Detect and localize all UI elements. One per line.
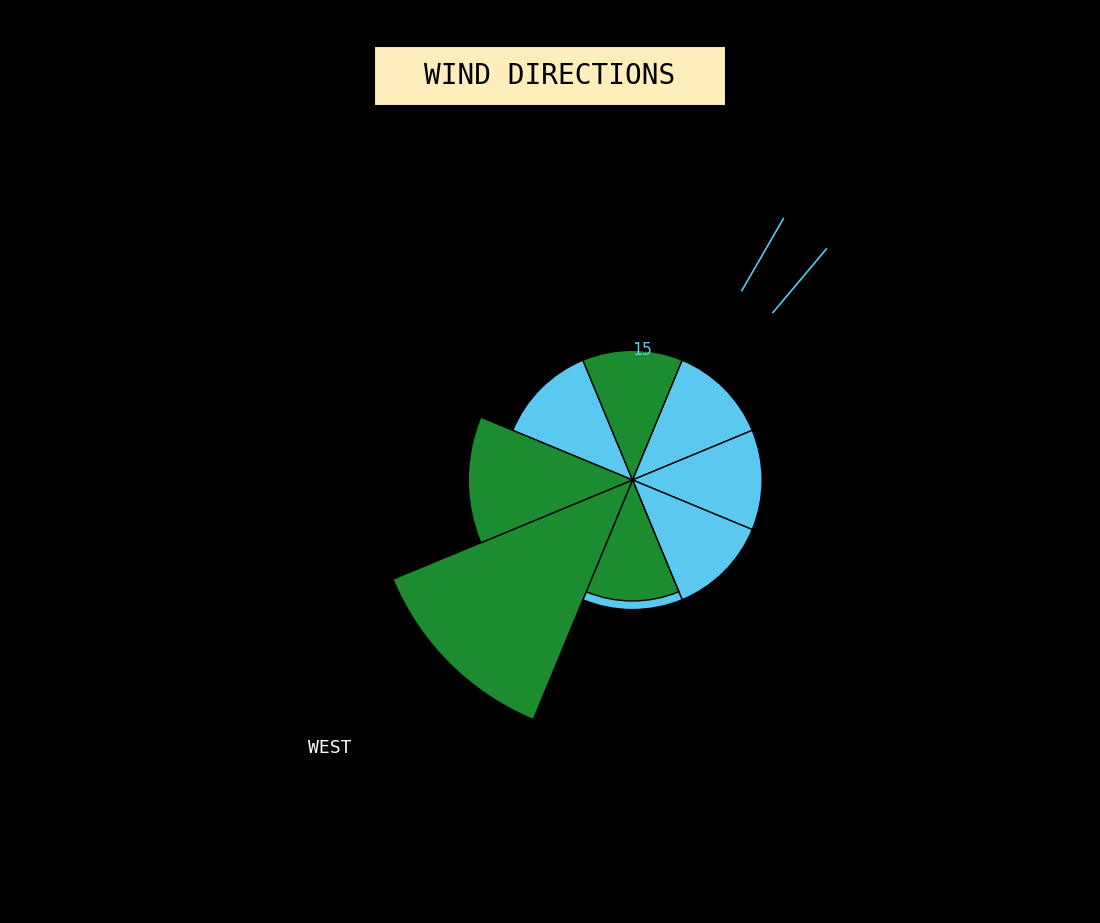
Bar xyxy=(583,351,682,480)
Bar xyxy=(583,480,682,609)
Bar xyxy=(513,360,632,480)
Bar xyxy=(469,417,632,543)
Text: 15: 15 xyxy=(632,342,652,359)
Text: WEST: WEST xyxy=(308,738,352,757)
Bar xyxy=(632,360,752,480)
Bar xyxy=(632,430,762,530)
Bar xyxy=(393,480,632,720)
Text: WIND DIRECTIONS: WIND DIRECTIONS xyxy=(425,62,675,90)
Bar xyxy=(503,430,632,530)
Bar xyxy=(583,351,682,480)
Bar xyxy=(513,480,632,600)
Bar xyxy=(632,480,752,600)
Bar xyxy=(586,480,679,601)
